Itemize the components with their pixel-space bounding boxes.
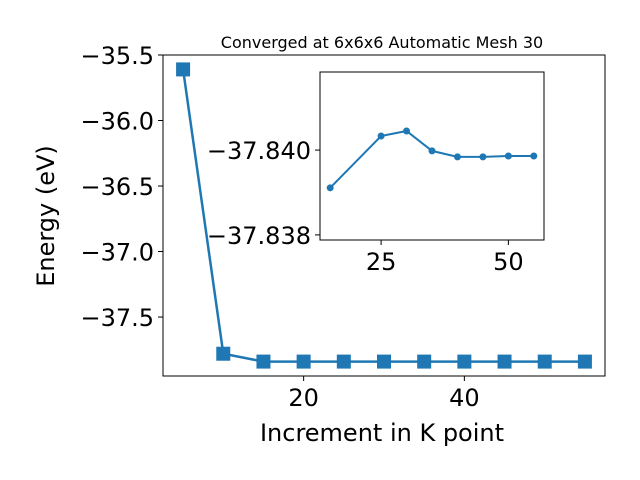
point <box>176 62 191 77</box>
point <box>216 346 231 361</box>
x-tick-label: 20 <box>288 384 319 412</box>
point <box>336 354 351 369</box>
point <box>256 354 271 369</box>
point <box>428 147 436 155</box>
y-axis-label: Energy (eV) <box>32 145 60 287</box>
point <box>504 152 512 160</box>
point <box>296 354 311 369</box>
point <box>377 354 391 369</box>
point <box>530 152 538 160</box>
chart-title: Converged at 6x6x6 Automatic Mesh 30 <box>221 33 543 52</box>
point <box>403 127 411 135</box>
point <box>479 153 487 161</box>
y-tick-label: −37.0 <box>80 239 154 267</box>
x-tick-label: 25 <box>366 248 397 276</box>
series-line <box>329 129 534 189</box>
point <box>417 354 432 369</box>
point <box>577 354 592 369</box>
y-tick-label: −37.5 <box>80 304 154 332</box>
y-tick-label: −37.838 <box>207 222 311 250</box>
point <box>457 354 472 369</box>
y-tick-label: −36.5 <box>80 173 154 201</box>
point <box>537 354 552 369</box>
x-tick-label: 50 <box>493 248 524 276</box>
point <box>453 153 461 161</box>
point <box>377 132 385 140</box>
point <box>326 184 334 192</box>
x-axis-label: Increment in K point <box>260 419 504 447</box>
x-tick-label: 40 <box>449 384 480 412</box>
y-tick-label: −37.840 <box>207 137 311 165</box>
point <box>497 354 512 369</box>
y-tick-label: −36.0 <box>80 108 154 136</box>
y-tick-label: −35.5 <box>80 42 154 70</box>
